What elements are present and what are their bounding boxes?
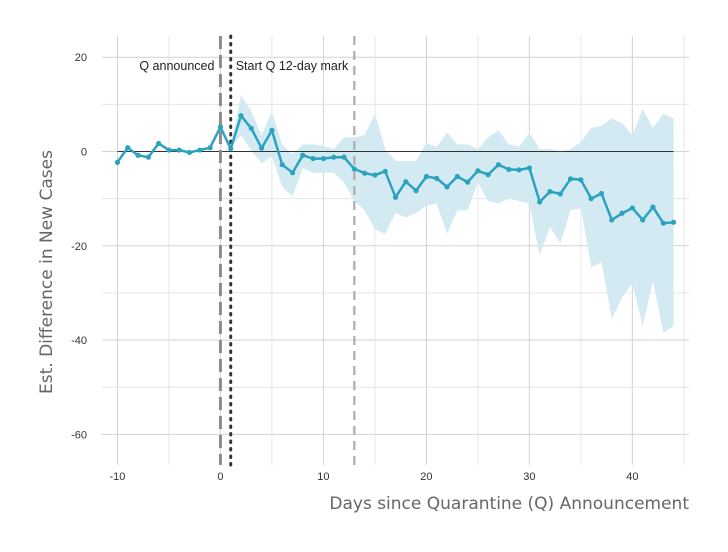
y-tick-label: 0: [81, 147, 87, 159]
data-point: [485, 172, 491, 178]
data-point: [506, 166, 512, 173]
data-point: [475, 168, 481, 174]
x-tick-label: 10: [317, 471, 329, 483]
data-point: [259, 145, 265, 151]
data-point: [526, 165, 532, 171]
data-point: [114, 159, 121, 165]
data-point: [609, 217, 615, 223]
data-point: [578, 177, 584, 183]
x-axis-title: Days since Quarantine (Q) Announcement: [329, 494, 689, 514]
x-tick-label: -10: [109, 471, 125, 483]
reference-lines: [218, 34, 356, 467]
x-tick-label: 30: [523, 471, 535, 483]
data-point: [567, 176, 574, 182]
data-point: [228, 146, 234, 152]
data-point: [269, 127, 275, 133]
data-point: [135, 152, 141, 158]
tick-labels: -10 0 10 20 30 40 20 0 -20 -40 -60: [71, 52, 638, 483]
data-point: [392, 194, 399, 200]
data-point: [413, 188, 419, 194]
data-point: [156, 140, 162, 147]
annotation-label: 12-day mark: [279, 59, 349, 73]
data-point: [619, 210, 625, 216]
data-point: [238, 113, 244, 119]
data-point: [320, 155, 327, 162]
data-point: [454, 173, 460, 180]
x-tick-label: 40: [626, 471, 638, 483]
annotation-label: Start Q: [236, 59, 276, 73]
y-tick-label: -20: [71, 241, 87, 253]
data-point: [670, 219, 677, 225]
data-point: [660, 220, 666, 226]
data-point: [598, 190, 605, 197]
data-point: [547, 188, 553, 195]
data-point: [362, 170, 368, 176]
data-point: [125, 145, 131, 151]
data-point: [217, 124, 224, 130]
data-point: [464, 179, 471, 185]
data-point: [300, 152, 306, 158]
data-point: [341, 154, 347, 160]
y-tick-label: -40: [71, 335, 87, 347]
data-point: [166, 147, 172, 153]
y-axis-title: Est. Difference in New Cases: [37, 150, 57, 394]
data-point: [331, 154, 337, 160]
data-point: [207, 145, 213, 151]
data-point: [145, 154, 151, 160]
annotation-labels: Q announced Start Q 12-day mark: [139, 59, 349, 73]
x-tick-label: 0: [217, 471, 223, 483]
data-point: [588, 196, 594, 202]
data-point: [444, 184, 450, 190]
data-point: [289, 170, 296, 176]
data-point: [423, 173, 429, 180]
data-point: [516, 167, 522, 173]
series-points: [114, 113, 677, 226]
data-point: [495, 162, 502, 168]
data-point: [197, 147, 203, 153]
data-point: [382, 168, 388, 174]
y-tick-label: 20: [75, 52, 87, 64]
data-point: [640, 217, 646, 223]
data-point: [372, 172, 378, 178]
data-point: [434, 175, 440, 181]
data-point: [279, 162, 285, 168]
data-point: [537, 199, 543, 205]
data-point: [650, 204, 656, 210]
data-point: [176, 147, 182, 153]
data-point: [557, 191, 563, 197]
confidence-band: [117, 94, 674, 334]
x-tick-label: 20: [420, 471, 432, 483]
data-point: [629, 205, 635, 211]
data-point: [310, 155, 316, 162]
data-point: [403, 179, 409, 185]
data-point: [186, 149, 193, 156]
grid-minor: [102, 36, 689, 465]
y-tick-label: -60: [71, 429, 87, 441]
data-point: [351, 166, 357, 172]
annotation-label: Q announced: [139, 59, 214, 73]
data-point: [248, 125, 254, 131]
